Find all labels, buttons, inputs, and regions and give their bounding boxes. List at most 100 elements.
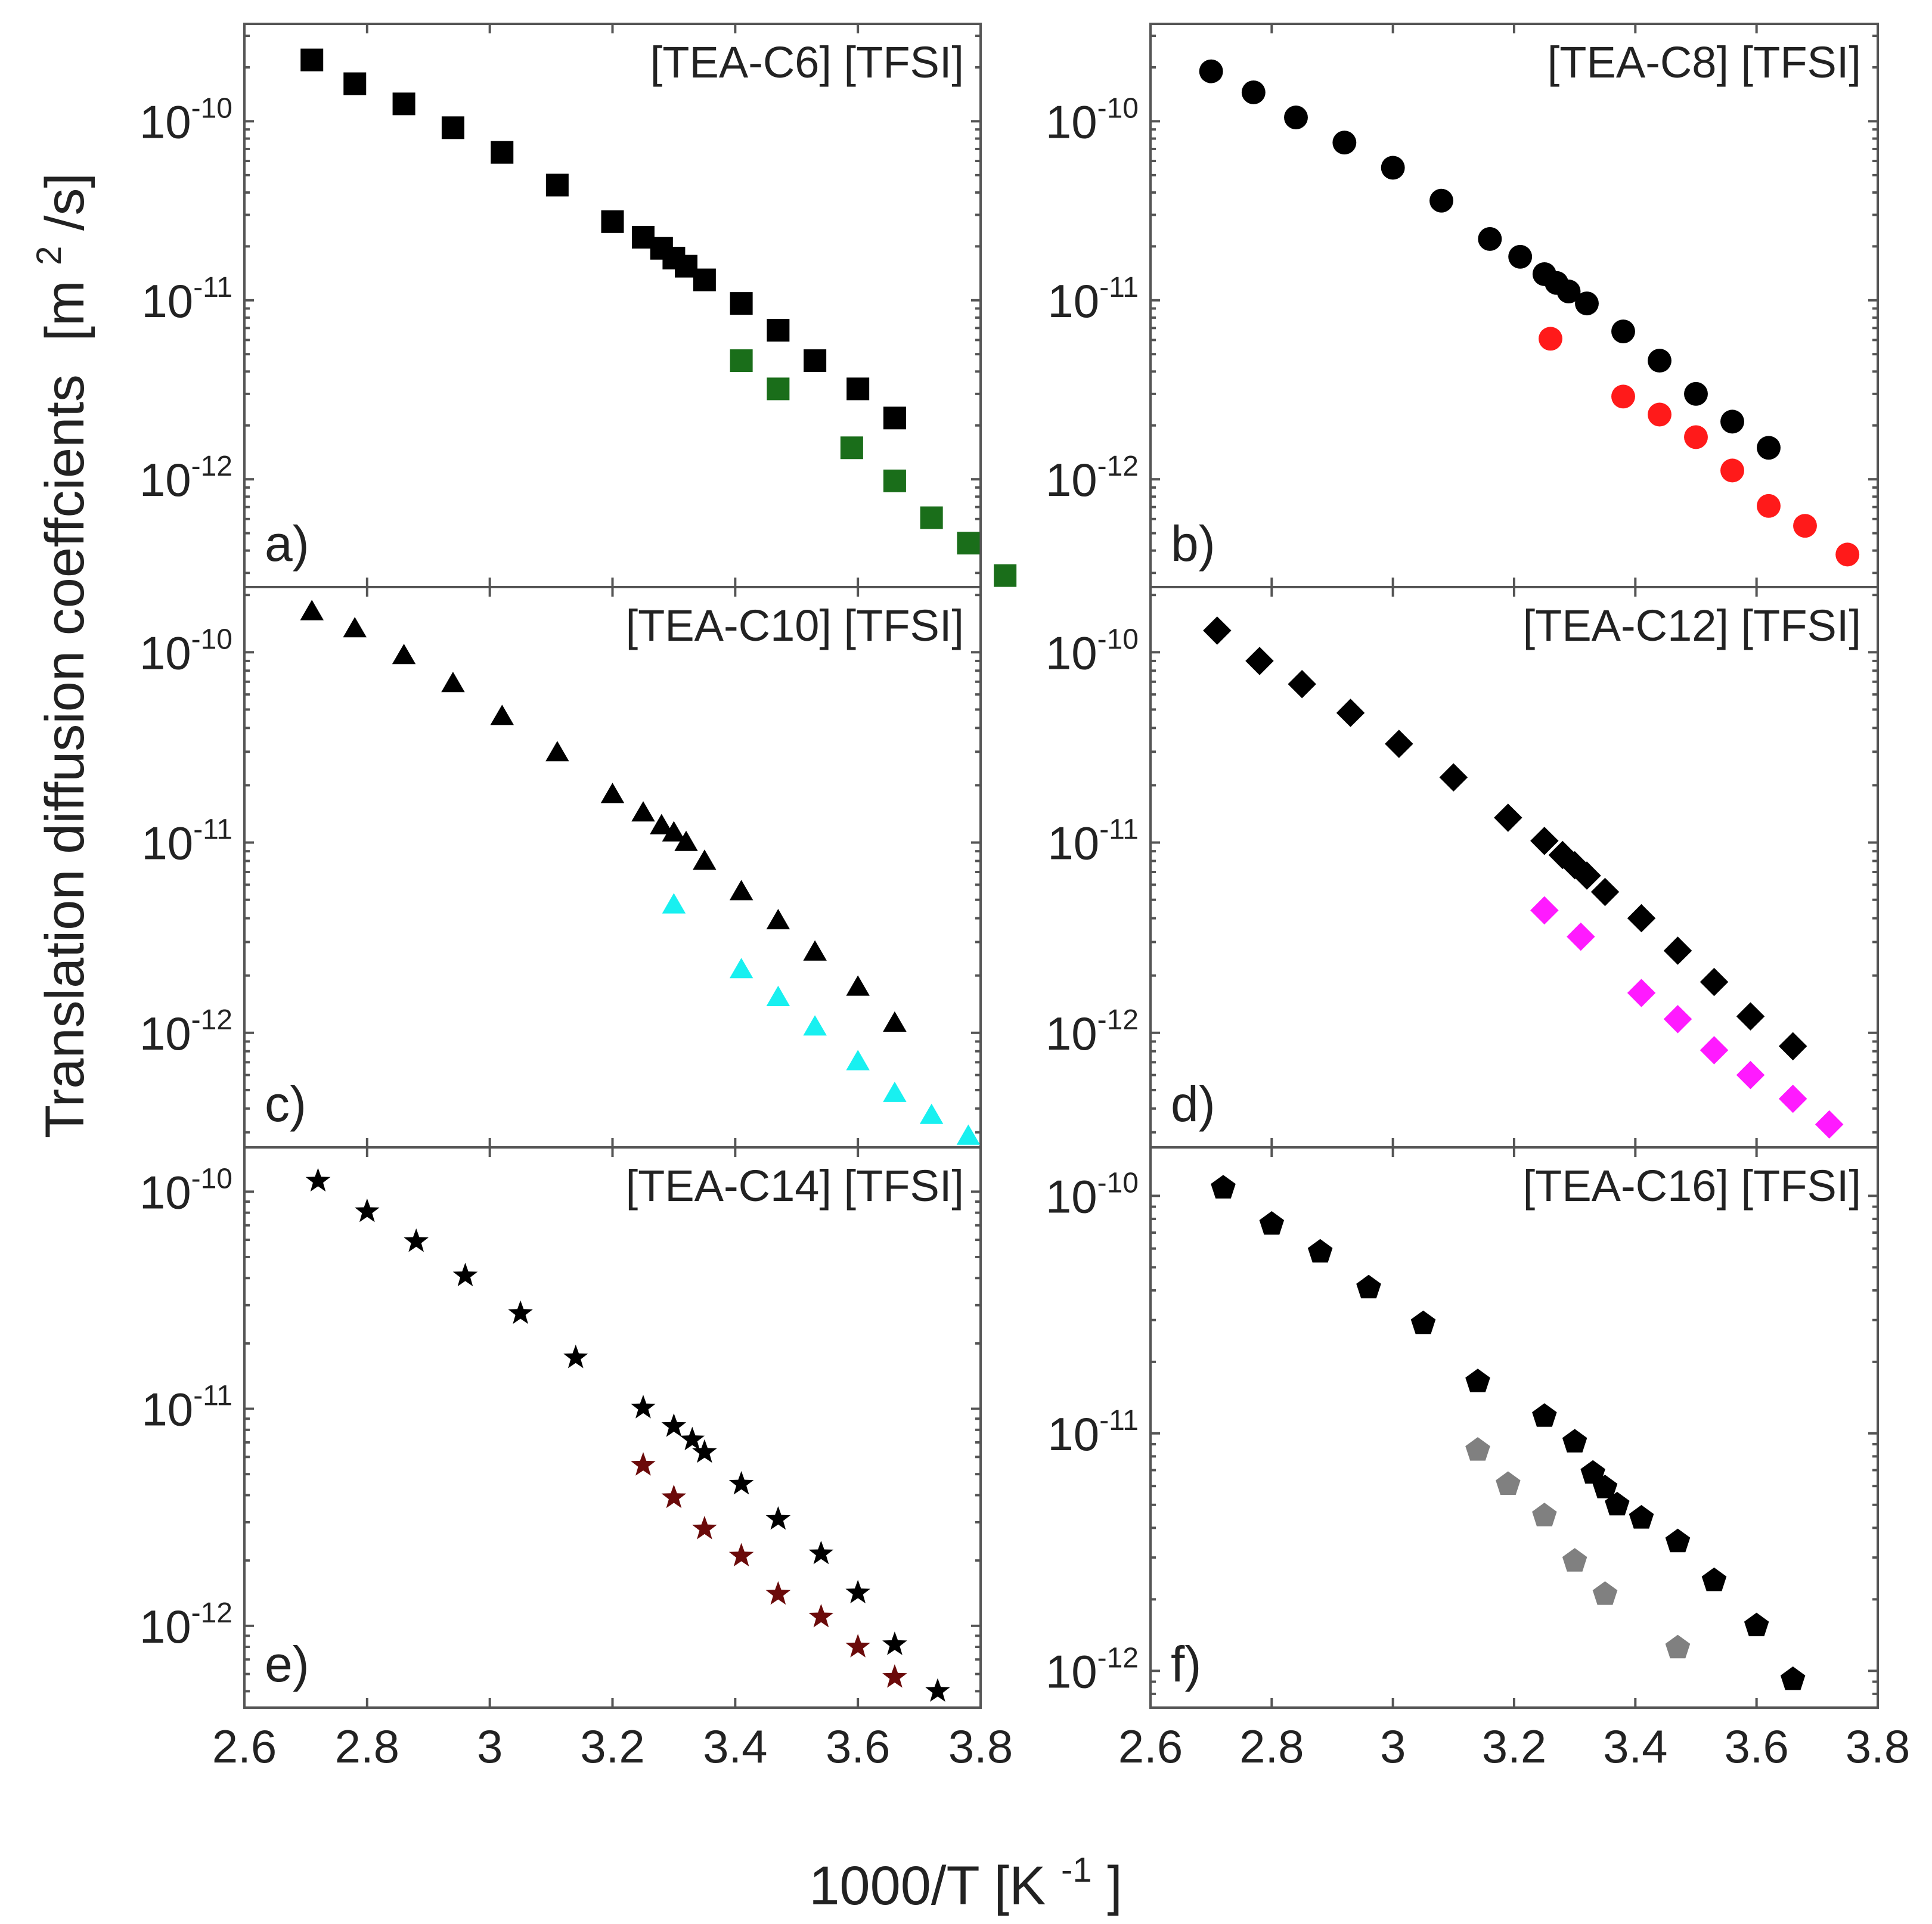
data-point xyxy=(545,173,569,197)
data-point xyxy=(545,741,569,762)
y-tick-label: 10-12 xyxy=(139,451,232,506)
data-point xyxy=(845,1579,870,1603)
data-point xyxy=(729,958,753,979)
series-a-black xyxy=(300,48,906,430)
series-c-black xyxy=(300,600,907,1032)
y-tick-label-exp: -12 xyxy=(1097,451,1139,482)
data-point xyxy=(765,1581,791,1605)
y-tick-label: 10-11 xyxy=(1047,1405,1139,1460)
data-point xyxy=(600,783,625,803)
data-point xyxy=(729,880,753,901)
panel-f-title: [TEA-C16] [TFSI] xyxy=(1523,1161,1861,1211)
data-point xyxy=(1592,1475,1618,1498)
data-point xyxy=(1573,861,1601,890)
y-tick-label: 10-11 xyxy=(1047,272,1139,327)
panel-b-title: [TEA-C8] [TFSI] xyxy=(1548,38,1861,87)
data-point xyxy=(343,617,367,638)
series-b-red xyxy=(1539,327,1860,567)
data-point xyxy=(1211,1175,1236,1199)
data-point xyxy=(765,1506,791,1530)
data-point xyxy=(846,1050,870,1070)
y-tick-label-base: 10 xyxy=(1046,626,1097,679)
data-point xyxy=(1530,827,1559,855)
data-point xyxy=(1332,131,1357,155)
data-point xyxy=(1465,1437,1490,1461)
y-tick-label-exp: -11 xyxy=(1099,272,1139,303)
y-tick-label-base: 10 xyxy=(139,95,191,148)
data-point xyxy=(661,1413,687,1437)
y-tick-label-base: 10 xyxy=(139,1600,191,1653)
data-point xyxy=(1663,1005,1692,1034)
data-point xyxy=(1245,647,1274,675)
data-point xyxy=(631,1395,656,1419)
data-point xyxy=(1778,1032,1807,1061)
data-point xyxy=(994,564,1017,587)
x-tick-label: 3.8 xyxy=(948,1720,1013,1773)
data-point xyxy=(730,349,753,373)
y-tick-label: 10-12 xyxy=(1046,1642,1139,1698)
data-point xyxy=(1778,1084,1807,1113)
data-point xyxy=(650,814,674,834)
data-point xyxy=(767,377,790,401)
data-point xyxy=(1757,436,1781,460)
data-point xyxy=(808,1540,834,1565)
y-tick-label-exp: -10 xyxy=(1097,1167,1139,1199)
panel-a-label: a) xyxy=(265,516,309,572)
panel-b-label: b) xyxy=(1171,516,1215,572)
data-point xyxy=(491,141,514,164)
y-tick-label: 10-11 xyxy=(1047,814,1139,870)
y-tick-label-exp: -11 xyxy=(193,272,232,303)
series-d-black xyxy=(1203,616,1807,1061)
y-tick-label-exp: -11 xyxy=(193,814,232,846)
data-point xyxy=(563,1344,588,1368)
data-point xyxy=(661,1484,687,1509)
data-point xyxy=(766,908,790,930)
y-tick-label-exp: -12 xyxy=(191,1004,232,1036)
data-point xyxy=(1199,59,1223,83)
series-b-black xyxy=(1199,59,1781,460)
panel-e-title: [TEA-C14] [TFSI] xyxy=(626,1161,964,1211)
x-tick-label: 3.8 xyxy=(1846,1720,1910,1773)
x-tick-label: 3.2 xyxy=(1482,1720,1546,1773)
data-point xyxy=(804,349,827,373)
y-tick-label: 10-12 xyxy=(139,1004,232,1060)
data-point xyxy=(1465,1368,1490,1392)
data-point xyxy=(674,830,698,851)
data-point xyxy=(452,1262,478,1287)
y-tick-label-base: 10 xyxy=(139,1007,191,1060)
y-tick-label-base: 10 xyxy=(139,1166,191,1218)
data-point xyxy=(1720,458,1744,483)
data-point xyxy=(1780,1666,1806,1690)
x-axis-title-exp: -1 xyxy=(1061,1851,1092,1889)
data-point xyxy=(1684,381,1708,406)
series-d-magenta xyxy=(1530,896,1844,1139)
data-point xyxy=(392,644,416,665)
x-tick-label: 2.8 xyxy=(1239,1720,1304,1773)
data-point xyxy=(300,48,324,72)
y-tick-label-base: 10 xyxy=(141,817,193,870)
y-axis-title: Translation diffusion coeffcients [m 2 /… xyxy=(12,173,95,1138)
data-point xyxy=(490,705,514,725)
data-point xyxy=(883,406,906,430)
x-tick-label: 3.6 xyxy=(1724,1720,1788,1773)
data-point xyxy=(1700,1036,1729,1065)
y-tick-label-exp: -10 xyxy=(191,1163,232,1194)
data-point xyxy=(1575,291,1599,316)
y-tick-label-exp: -10 xyxy=(1097,92,1139,124)
data-point xyxy=(883,1011,907,1032)
data-point xyxy=(1439,763,1468,792)
x-axis-title-base: 1000/T [K xyxy=(809,1855,1046,1916)
y-tick-label-exp: -12 xyxy=(191,1597,232,1629)
y-tick-label-exp: -12 xyxy=(1097,1642,1139,1674)
data-point xyxy=(662,821,686,842)
data-point xyxy=(1381,156,1405,180)
y-tick-label: 10-11 xyxy=(141,1380,232,1436)
data-point xyxy=(1700,967,1729,997)
y-tick-label-base: 10 xyxy=(141,275,193,327)
data-point xyxy=(601,210,624,233)
y-tick-label-base: 10 xyxy=(1047,817,1099,870)
data-point xyxy=(1736,1002,1765,1031)
